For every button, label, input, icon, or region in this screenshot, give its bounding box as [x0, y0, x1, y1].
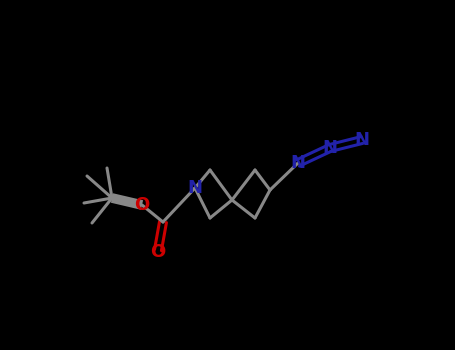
Text: N: N [354, 131, 369, 149]
Text: N: N [323, 139, 338, 157]
Text: N: N [290, 154, 305, 172]
Text: O: O [134, 196, 150, 214]
Text: N: N [187, 179, 202, 197]
Text: O: O [150, 243, 166, 261]
